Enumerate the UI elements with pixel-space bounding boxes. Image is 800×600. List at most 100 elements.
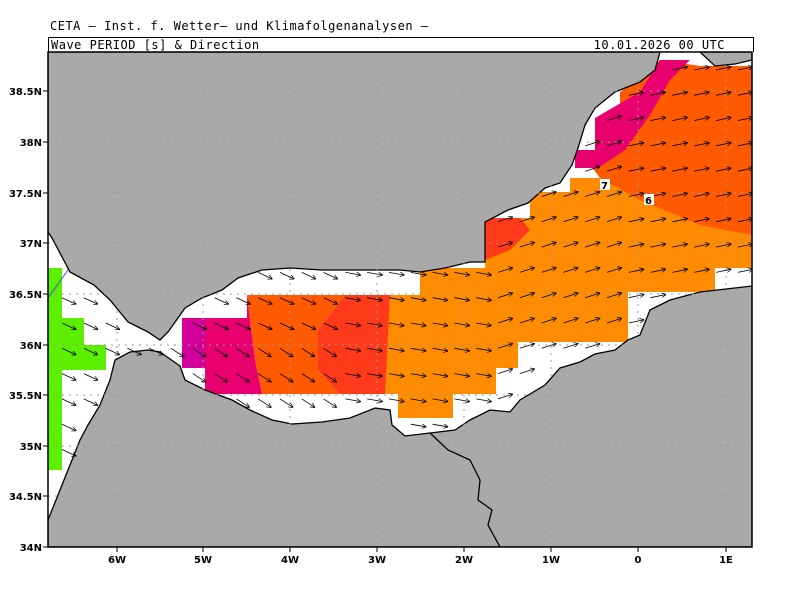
- direction-arrow: [61, 322, 76, 329]
- direction-arrow: [432, 374, 448, 377]
- direction-arrow: [476, 348, 491, 351]
- direction-arrow: [672, 143, 687, 147]
- direction-arrow: [323, 322, 338, 329]
- lat-label: 38.5N: [9, 87, 42, 98]
- direction-arrow: [257, 398, 271, 407]
- direction-arrow: [519, 217, 534, 223]
- direction-arrow: [585, 192, 599, 197]
- direction-arrow: [497, 243, 512, 248]
- direction-arrow: [606, 192, 621, 197]
- direction-arrow: [83, 373, 98, 380]
- lat-label: 35.5N: [9, 391, 42, 402]
- direction-arrow: [388, 348, 404, 351]
- direction-arrow: [737, 118, 752, 121]
- lon-label: 0: [635, 555, 642, 566]
- direction-arrow: [519, 293, 534, 299]
- direction-arrow: [323, 398, 337, 407]
- direction-arrow: [432, 424, 448, 427]
- lon-label: 4W: [281, 555, 299, 566]
- direction-arrow: [497, 217, 512, 223]
- direction-arrow: [432, 298, 448, 301]
- direction-arrow: [476, 374, 491, 377]
- direction-arrow: [563, 192, 577, 197]
- direction-arrow: [672, 269, 687, 273]
- direction-arrow: [694, 143, 709, 147]
- direction-arrow: [541, 192, 556, 197]
- lat-label: 34N: [20, 543, 42, 554]
- direction-arrow: [367, 323, 382, 326]
- direction-arrow: [257, 373, 271, 382]
- fill-peak-strait: [182, 318, 205, 368]
- direction-arrow: [650, 168, 666, 172]
- direction-arrow: [61, 423, 76, 430]
- direction-arrow: [367, 298, 382, 301]
- direction-arrow: [628, 244, 644, 248]
- direction-arrow: [61, 347, 76, 354]
- direction-arrow: [476, 323, 491, 326]
- direction-arrow: [672, 67, 687, 71]
- direction-arrow: [410, 348, 426, 351]
- direction-arrow: [715, 193, 731, 197]
- fill-east-peak: [575, 60, 690, 168]
- direction-arrow: [301, 322, 316, 329]
- contour-label-7: 7: [601, 181, 608, 192]
- direction-arrow: [606, 217, 621, 223]
- direction-arrow: [628, 168, 644, 172]
- direction-arrow: [301, 297, 316, 304]
- direction-arrow: [715, 168, 731, 172]
- direction-arrow: [606, 268, 621, 273]
- direction-arrow: [585, 293, 599, 299]
- direction-arrow: [628, 269, 644, 273]
- direction-arrow: [694, 219, 709, 223]
- lat-label: 37.5N: [9, 189, 42, 200]
- direction-arrow: [105, 347, 120, 354]
- direction-arrow: [345, 272, 360, 275]
- direction-arrow: [476, 272, 491, 275]
- direction-arrow: [301, 272, 316, 278]
- direction-arrow: [454, 399, 469, 402]
- direction-arrow: [236, 322, 250, 329]
- direction-arrow: [715, 118, 731, 121]
- valid-time: 10.01.2026 00 UTC: [593, 38, 725, 52]
- direction-arrow: [83, 347, 98, 354]
- direction-arrow: [606, 293, 621, 299]
- direction-arrow: [301, 347, 315, 356]
- axis-ticks: 6W 5W 4W 3W 2W 1W 0 1E 38.5N 38N 37.5N 37N 36.5N 36N 3…: [9, 87, 733, 566]
- direction-arrow: [279, 272, 294, 278]
- direction-arrow: [257, 347, 271, 356]
- direction-arrow: [236, 297, 250, 304]
- lat-label: 36N: [20, 341, 42, 352]
- direction-arrow: [628, 193, 644, 197]
- direction-arrow: [650, 295, 666, 299]
- contour-label-6: 6: [645, 196, 652, 207]
- direction-arrow: [301, 373, 315, 382]
- direction-arrow: [301, 398, 315, 407]
- direction-arrow: [650, 118, 666, 121]
- direction-arrow: [214, 297, 229, 304]
- direction-arrow: [323, 347, 337, 356]
- direction-arrow: [476, 298, 491, 301]
- direction-arrow: [519, 243, 534, 248]
- wave-period-fill: [48, 60, 752, 470]
- direction-arrow: [519, 344, 534, 349]
- direction-arrow: [650, 269, 666, 273]
- direction-arrow: [715, 92, 731, 96]
- direction-arrow: [563, 217, 577, 223]
- direction-arrow: [585, 141, 599, 147]
- direction-arrow: [61, 373, 76, 380]
- direction-arrow: [737, 244, 752, 248]
- direction-arrow: [410, 323, 426, 326]
- direction-arrow: [367, 399, 382, 402]
- direction-arrow: [410, 298, 426, 301]
- direction-arrow: [694, 67, 709, 71]
- direction-arrow: [127, 347, 141, 354]
- lon-label: 5W: [194, 555, 212, 566]
- direction-arrow: [628, 320, 644, 324]
- direction-arrow: [345, 298, 360, 301]
- direction-arrow: [628, 92, 644, 96]
- direction-arrow: [563, 344, 577, 349]
- lon-label: 1E: [719, 555, 733, 566]
- direction-arrow: [672, 244, 687, 248]
- direction-arrow: [737, 168, 752, 172]
- direction-arrow: [606, 243, 621, 248]
